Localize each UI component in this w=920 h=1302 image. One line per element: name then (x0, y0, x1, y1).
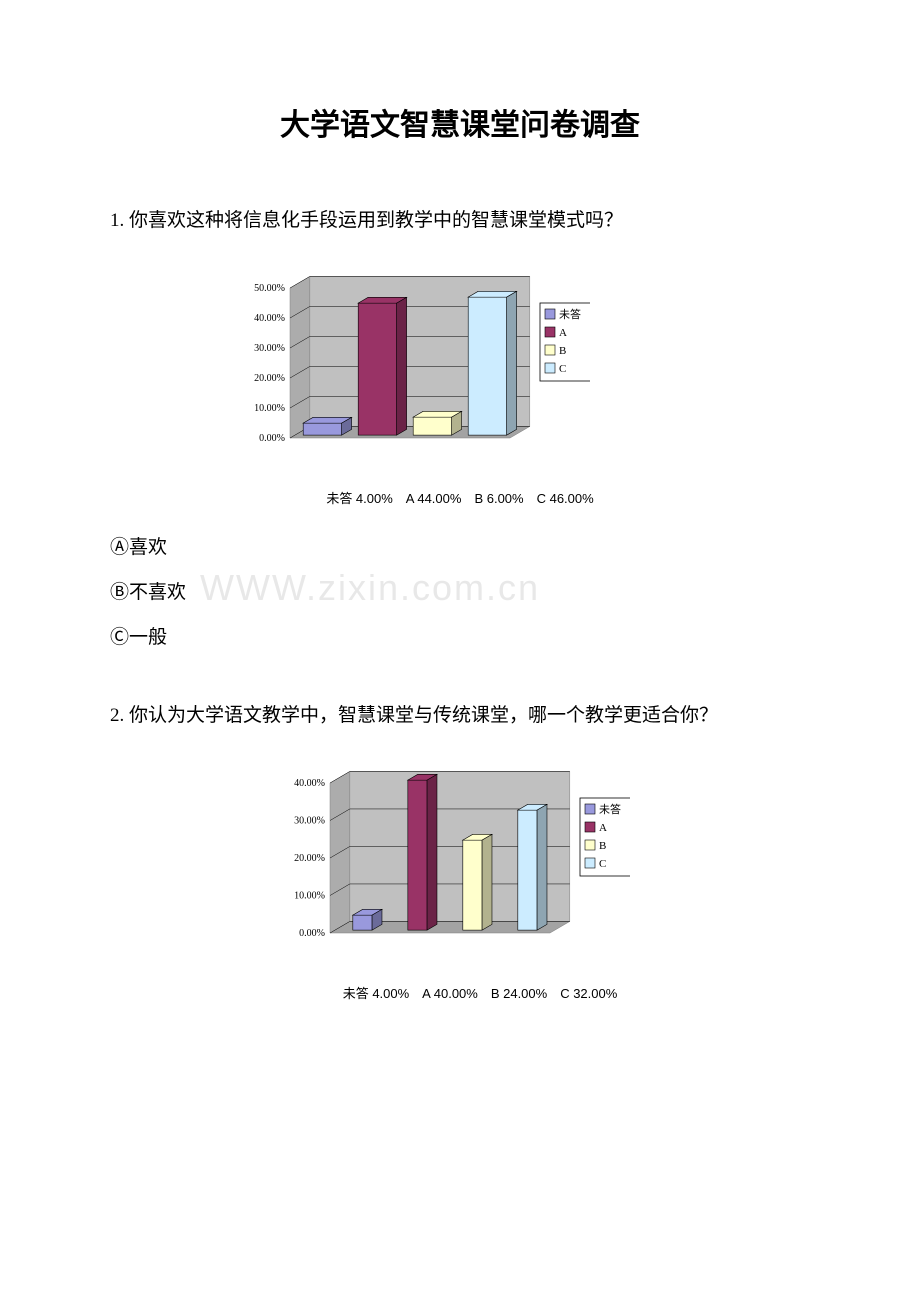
chart-1-svg: 0.00% 10.00% 20.00% 30.00% 40.00% 50.00% 未答 ABC (210, 268, 590, 468)
svg-text:未答: 未答 (599, 802, 621, 816)
svg-text:20.00%: 20.00% (254, 373, 285, 384)
svg-text:10.00%: 10.00% (294, 891, 325, 902)
option-b: Ⓑ不喜欢 WWW.zixin.com.cn (110, 577, 810, 604)
svg-text:50.00%: 50.00% (254, 283, 285, 294)
chart-2-svg: 0.00% 10.00% 20.00% 30.00% 40.00% 未答 ABC (250, 763, 630, 963)
question-2-text: 2. 你认为大学语文教学中，智慧课堂与传统课堂，哪一个教学更适合你？ (110, 699, 810, 733)
question-1-text: 1. 你喜欢这种将信息化手段运用到教学中的智慧课堂模式吗？ (110, 204, 810, 238)
question-2: 2. 你认为大学语文教学中，智慧课堂与传统课堂，哪一个教学更适合你？ 0.00%… (110, 699, 810, 1002)
svg-text:10.00%: 10.00% (254, 403, 285, 414)
question-1: 1. 你喜欢这种将信息化手段运用到教学中的智慧课堂模式吗？ 0.00% 10.00… (110, 204, 810, 649)
svg-text:30.00%: 30.00% (254, 343, 285, 354)
svg-text:0.00%: 0.00% (299, 928, 325, 939)
svg-text:40.00%: 40.00% (294, 778, 325, 789)
chart-1-caption: 未答 4.00% A 44.00% B 6.00% C 46.00% (110, 488, 810, 507)
svg-text:C: C (599, 858, 606, 870)
svg-text:未答: 未答 (559, 307, 581, 321)
svg-text:30.00%: 30.00% (294, 816, 325, 827)
question-1-options: Ⓐ喜欢 Ⓑ不喜欢 WWW.zixin.com.cn Ⓒ一般 (110, 532, 810, 649)
chart-1: 0.00% 10.00% 20.00% 30.00% 40.00% 50.00% 未答 ABC (210, 268, 810, 468)
svg-text:B: B (599, 840, 606, 852)
chart-2: 0.00% 10.00% 20.00% 30.00% 40.00% 未答 ABC (250, 763, 810, 963)
svg-text:20.00%: 20.00% (294, 853, 325, 864)
page-title: 大学语文智慧课堂问卷调查 (110, 100, 810, 144)
svg-text:B: B (559, 345, 566, 357)
option-c: Ⓒ一般 (110, 622, 810, 649)
chart-2-caption: 未答 4.00% A 40.00% B 24.00% C 32.00% (150, 983, 810, 1002)
svg-text:C: C (559, 363, 566, 375)
svg-text:0.00%: 0.00% (259, 433, 285, 444)
page: 大学语文智慧课堂问卷调查 1. 你喜欢这种将信息化手段运用到教学中的智慧课堂模式… (0, 0, 920, 1087)
svg-text:A: A (559, 327, 567, 339)
svg-text:A: A (599, 822, 607, 834)
watermark: WWW.zixin.com.cn (200, 567, 540, 609)
svg-text:40.00%: 40.00% (254, 313, 285, 324)
option-a: Ⓐ喜欢 (110, 532, 810, 559)
